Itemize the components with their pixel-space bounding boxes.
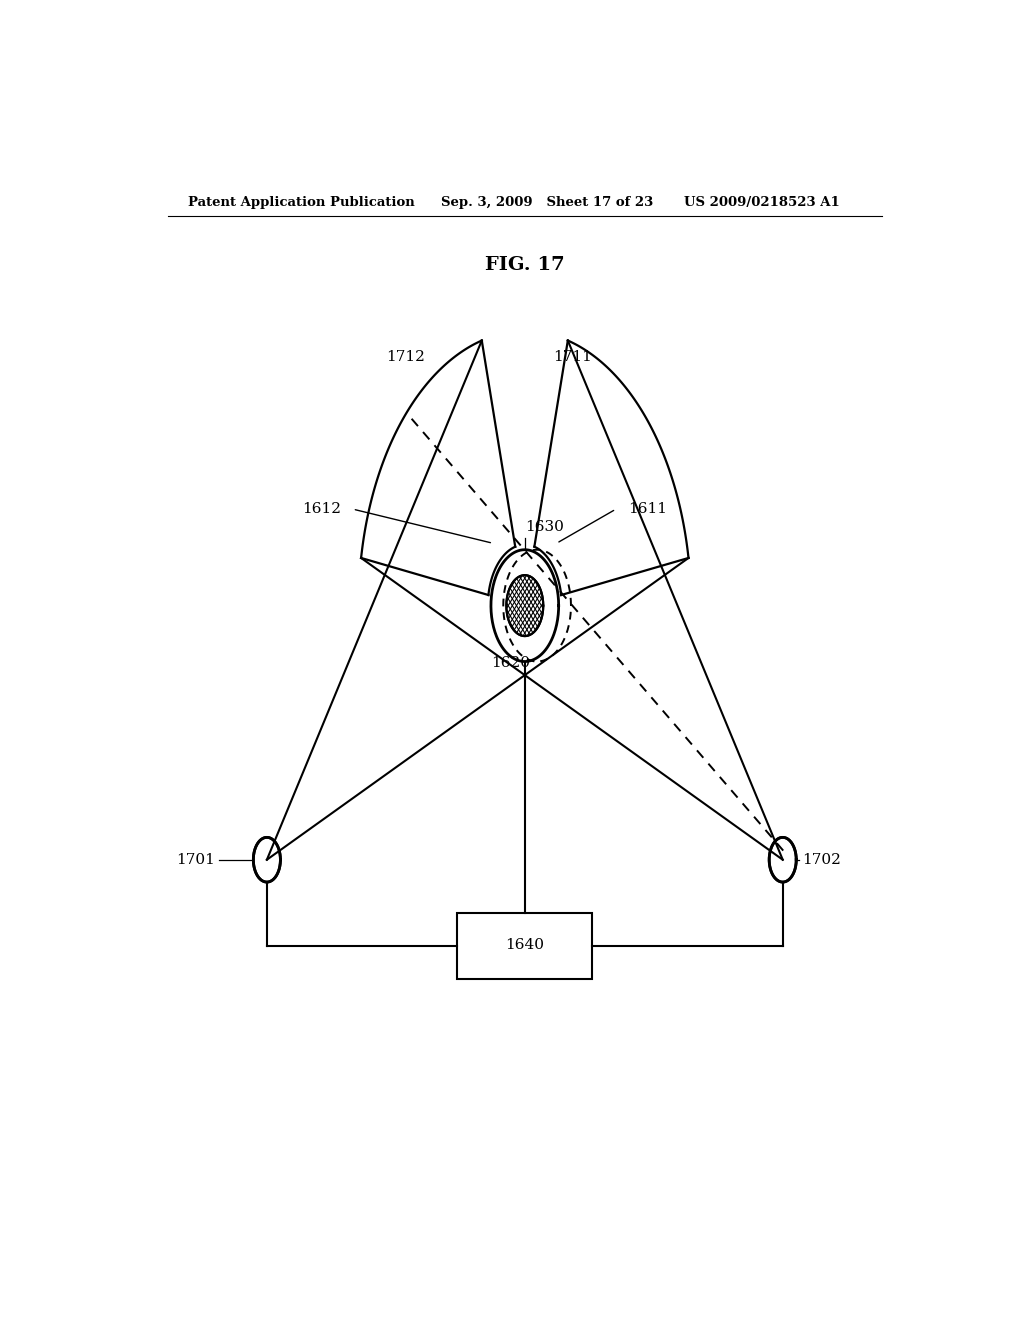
- Polygon shape: [506, 576, 544, 636]
- Text: FIG. 17: FIG. 17: [485, 256, 564, 275]
- Polygon shape: [253, 837, 281, 882]
- Polygon shape: [769, 837, 797, 882]
- Text: 1620: 1620: [492, 656, 530, 671]
- Text: 1701: 1701: [176, 853, 215, 867]
- Text: 1702: 1702: [803, 853, 842, 867]
- Text: 1640: 1640: [505, 939, 545, 952]
- Text: 1712: 1712: [386, 350, 425, 363]
- Text: Sep. 3, 2009   Sheet 17 of 23: Sep. 3, 2009 Sheet 17 of 23: [441, 195, 653, 209]
- Bar: [458, 912, 592, 978]
- Text: Patent Application Publication: Patent Application Publication: [187, 195, 415, 209]
- Text: 1711: 1711: [553, 350, 592, 363]
- Text: US 2009/0218523 A1: US 2009/0218523 A1: [684, 195, 840, 209]
- Text: 1612: 1612: [302, 502, 341, 516]
- Text: 1611: 1611: [628, 502, 667, 516]
- Text: 1630: 1630: [524, 520, 563, 535]
